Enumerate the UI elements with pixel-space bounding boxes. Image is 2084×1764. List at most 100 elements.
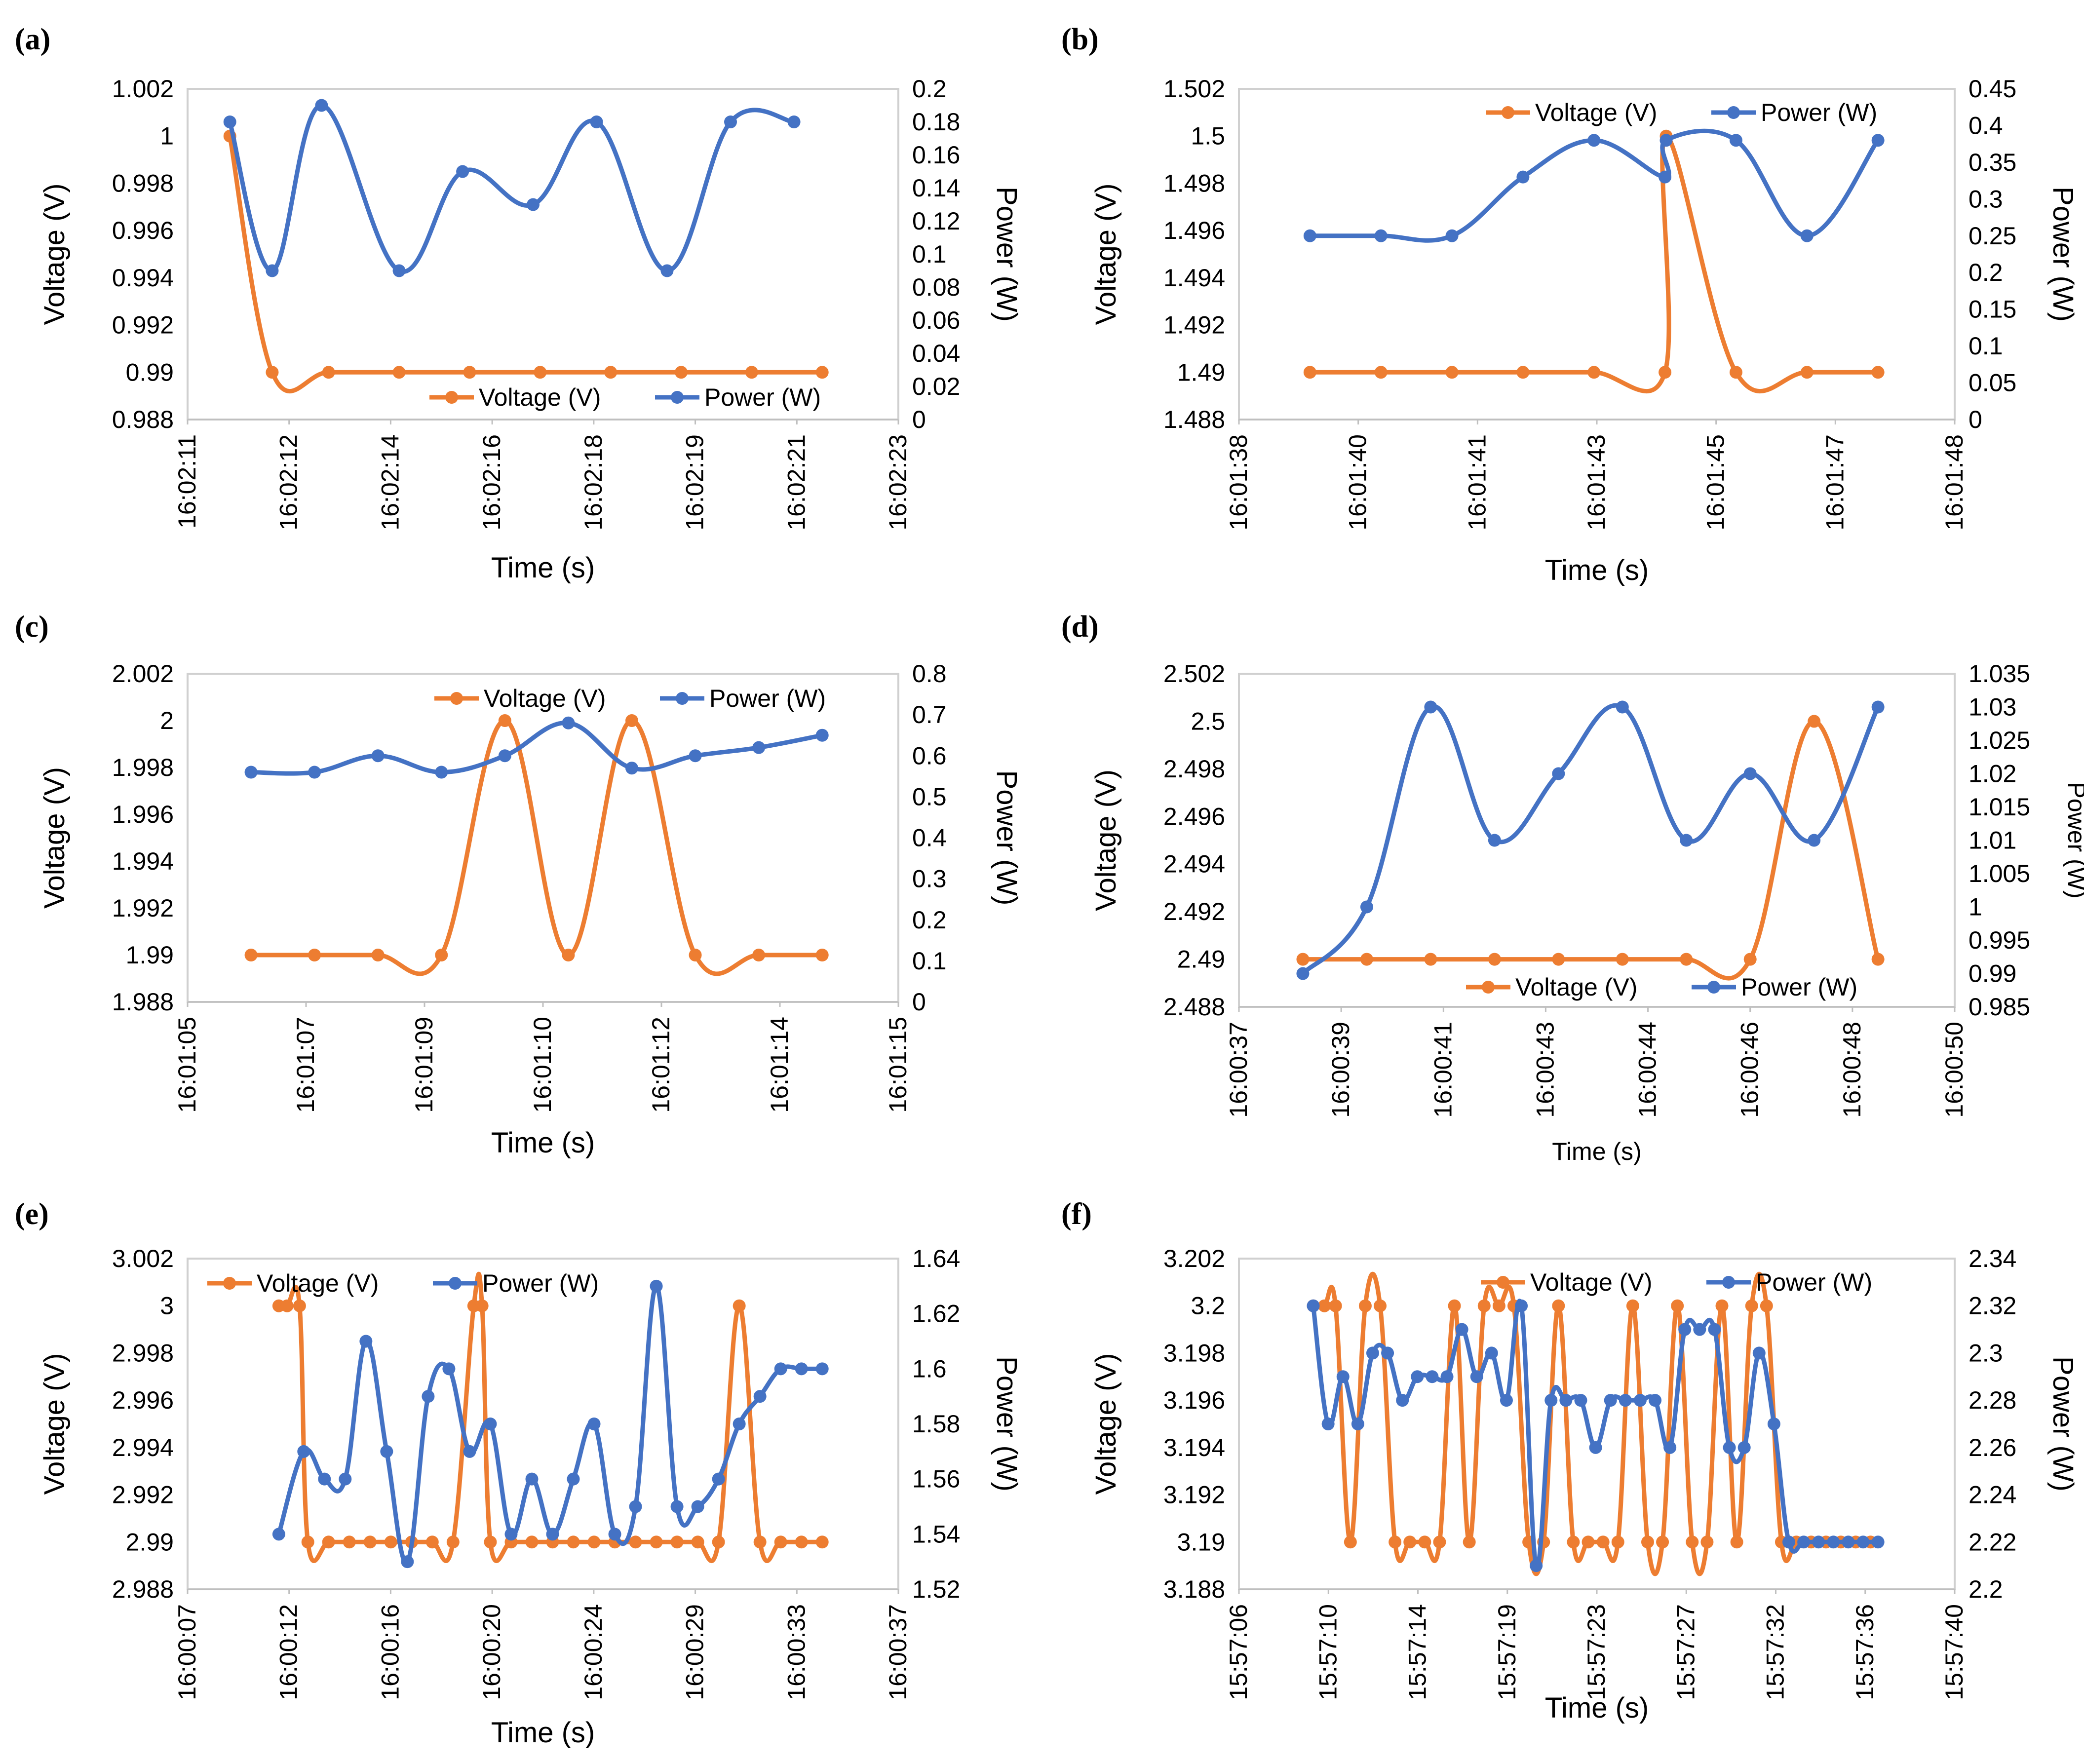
- voltage-point: [1871, 366, 1885, 379]
- voltage-point: [1403, 1535, 1417, 1549]
- legend: Voltage (V) Power (W): [207, 1269, 599, 1297]
- power-point: [1663, 1441, 1677, 1454]
- voltage-point: [1730, 1535, 1743, 1549]
- power-point: [1296, 967, 1310, 980]
- power-point: [1336, 1370, 1350, 1383]
- power-point: [815, 729, 829, 742]
- power-point: [1424, 700, 1437, 714]
- chart-panel-2: (c) 1.988 1.99 1.992 1.994 1.996 1.998 2 2.002 0 0…: [15, 610, 1023, 1159]
- y-right-axis-title: Power (W): [2047, 187, 2079, 322]
- voltage-point: [1700, 1535, 1714, 1549]
- power-point: [1633, 1394, 1647, 1407]
- y-left-tick-label: 1: [160, 122, 174, 150]
- power-point: [1619, 1394, 1632, 1407]
- power-point: [1426, 1370, 1439, 1383]
- y-right-tick-label: 0.8: [912, 660, 947, 688]
- power-point: [1693, 1323, 1706, 1336]
- power-point: [787, 115, 801, 128]
- voltage-point: [1318, 1299, 1331, 1312]
- power-point: [1871, 134, 1885, 147]
- power-point: [567, 1472, 580, 1486]
- power-point: [380, 1445, 393, 1458]
- power-point: [1808, 834, 1821, 847]
- legend-label-0: Voltage (V): [1515, 973, 1637, 1001]
- voltage-point: [475, 1299, 489, 1312]
- power-point: [587, 1418, 601, 1430]
- power-series-line: [1301, 703, 1880, 975]
- x-axis-title: Time (s): [491, 552, 595, 584]
- voltage-point: [1808, 715, 1821, 728]
- power-point: [1871, 1535, 1885, 1549]
- voltage-point: [712, 1535, 725, 1549]
- voltage-point: [774, 1535, 787, 1549]
- y-left-tick-label: 2.992: [112, 1481, 174, 1509]
- legend-marker-0: [450, 692, 463, 705]
- y-right-tick-label: 1.035: [1968, 660, 2030, 688]
- y-right-axis-title: Power (W): [991, 1356, 1023, 1492]
- y-right-tick-label: 0.25: [1968, 222, 2016, 250]
- power-point: [401, 1555, 414, 1569]
- y-right-tick-label: 1.56: [912, 1465, 960, 1493]
- y-left-tick-label: 1.494: [1163, 264, 1225, 292]
- y-right-tick-label: 2.34: [1968, 1245, 2016, 1272]
- y-right-tick-label: 1.03: [1968, 693, 2016, 721]
- power-point: [1604, 1394, 1617, 1407]
- x-tick-label: 15:57:40: [1940, 1604, 1968, 1700]
- power-point: [752, 741, 766, 754]
- y-right-tick-label: 1.52: [912, 1575, 960, 1603]
- voltage-point: [384, 1535, 397, 1549]
- x-tick-label: 16:00:39: [1327, 1022, 1354, 1118]
- power-point: [1723, 1441, 1736, 1454]
- x-tick-label: 16:02:12: [275, 434, 303, 531]
- power-point: [1381, 1346, 1394, 1360]
- power-point: [1800, 229, 1814, 242]
- y-right-tick-label: 0.02: [912, 373, 960, 400]
- y-left-tick-label: 1.002: [112, 75, 174, 103]
- voltage-point: [1389, 1535, 1402, 1549]
- voltage-point: [435, 949, 448, 961]
- y-left-tick-label: 1.498: [1163, 169, 1225, 197]
- power-point: [1587, 134, 1601, 147]
- x-tick-label: 15:57:14: [1404, 1604, 1431, 1700]
- panel-label: (e): [15, 1197, 49, 1231]
- y-left-tick-label: 3.188: [1163, 1575, 1225, 1603]
- voltage-point: [733, 1299, 746, 1312]
- y-left-tick-label: 3.002: [112, 1245, 174, 1272]
- x-tick-label: 16:01:05: [173, 1017, 201, 1113]
- y-right-tick-label: 2.32: [1968, 1292, 2016, 1320]
- x-tick-label: 16:00:20: [478, 1604, 505, 1700]
- power-point: [1589, 1441, 1602, 1454]
- x-tick-label: 16:01:47: [1821, 434, 1849, 531]
- voltage-point: [604, 366, 617, 379]
- voltage-point: [425, 1535, 439, 1549]
- power-point: [774, 1362, 787, 1376]
- x-axis-title: Time (s): [1545, 1692, 1649, 1724]
- y-left-tick-label: 1.488: [1163, 406, 1225, 433]
- y-left-tick-label: 0.998: [112, 169, 174, 197]
- x-tick-label: 16:00:24: [579, 1604, 607, 1700]
- legend-marker-1: [1722, 1276, 1735, 1289]
- voltage-point: [1552, 1299, 1565, 1312]
- x-tick-label: 15:57:36: [1851, 1604, 1879, 1700]
- voltage-series-line: [1303, 719, 1880, 981]
- y-left-axis-title: Voltage (V): [1090, 1353, 1122, 1495]
- legend-marker-1: [676, 692, 689, 705]
- voltage-point: [363, 1535, 377, 1549]
- power-point: [1440, 1370, 1454, 1383]
- x-tick-label: 15:57:23: [1582, 1604, 1610, 1700]
- y-right-axis-title: Power (W): [991, 770, 1023, 906]
- legend-label-0: Voltage (V): [1530, 1268, 1652, 1296]
- power-point: [1616, 700, 1629, 714]
- panel-label: (d): [1061, 610, 1099, 644]
- power-point: [456, 165, 469, 178]
- voltage-point: [1587, 366, 1601, 379]
- legend-label-0: Voltage (V): [484, 685, 606, 712]
- voltage-point: [525, 1535, 539, 1549]
- voltage-point: [308, 949, 321, 961]
- power-point: [484, 1418, 497, 1430]
- y-right-axis-title: Power (W): [991, 187, 1023, 322]
- x-tick-label: 16:00:16: [376, 1604, 404, 1700]
- voltage-point: [1582, 1535, 1595, 1549]
- power-point: [1445, 229, 1459, 242]
- power-point: [724, 115, 737, 128]
